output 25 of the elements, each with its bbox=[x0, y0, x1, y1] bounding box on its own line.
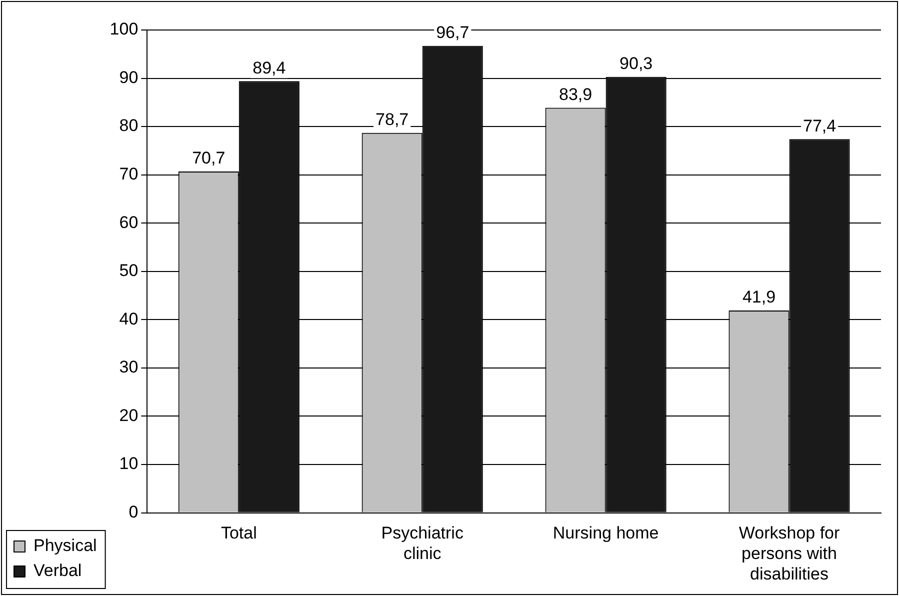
y-tick-label: 10 bbox=[119, 454, 138, 474]
x-tick-label: Workshop for persons with disabilities bbox=[738, 524, 840, 584]
y-tick-label: 80 bbox=[119, 116, 138, 136]
data-label: 96,7 bbox=[436, 23, 470, 42]
data-label: 83,9 bbox=[558, 84, 592, 104]
y-tick-label: 30 bbox=[119, 358, 138, 377]
y-tick-label: 20 bbox=[119, 406, 138, 425]
legend-label: Physical bbox=[34, 536, 97, 556]
data-label: 89,4 bbox=[252, 58, 286, 78]
x-tick-label: Psychiatric clinic bbox=[381, 524, 464, 564]
data-label: 78,7 bbox=[376, 110, 409, 130]
data-label: 41,9 bbox=[742, 288, 776, 307]
x-tick-label: Nursing home bbox=[552, 524, 659, 543]
y-tick-label: 100 bbox=[110, 20, 138, 39]
y-tick-label: 70 bbox=[119, 164, 138, 184]
y-tick-label: 40 bbox=[119, 309, 138, 328]
data-label: 77,4 bbox=[802, 116, 836, 136]
x-tick-label: Total bbox=[220, 524, 257, 543]
data-label: 90,3 bbox=[620, 54, 653, 74]
y-tick-label: 60 bbox=[119, 212, 138, 232]
y-tick-label: 0 bbox=[128, 502, 138, 522]
legend-label: Verbal bbox=[34, 561, 82, 580]
data-label: 70,7 bbox=[192, 148, 226, 168]
y-tick-label: 50 bbox=[119, 261, 138, 280]
y-tick-label: 90 bbox=[119, 68, 138, 87]
